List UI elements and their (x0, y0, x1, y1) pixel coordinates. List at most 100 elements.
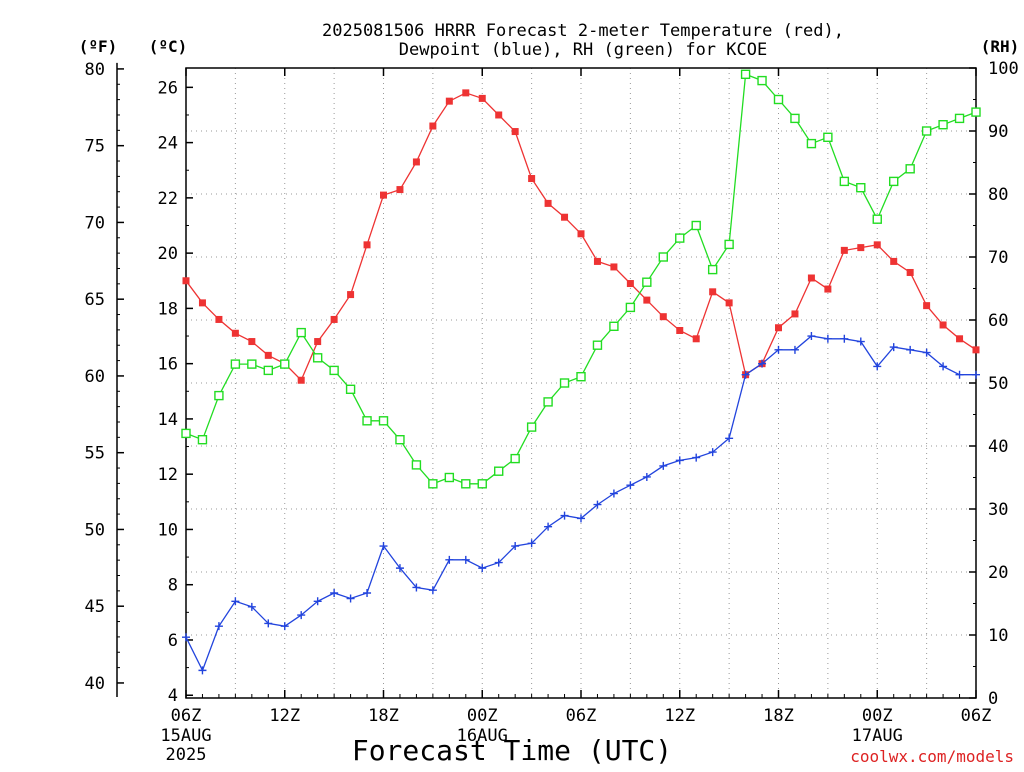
temperature-point (182, 277, 190, 285)
dewpoint-point (478, 564, 487, 573)
dewpoint-point (708, 448, 717, 457)
celsius-tick-label: 16 (158, 355, 178, 375)
relative-humidity-point (691, 220, 701, 231)
relative-humidity-point (592, 340, 603, 350)
temperature-point (462, 89, 470, 97)
temperature-point (890, 257, 898, 265)
dewpoint-point (741, 370, 750, 379)
x-tick-label: 06Z (961, 706, 992, 726)
rh-tick-label: 100 (988, 59, 1019, 79)
relative-humidity-point (576, 372, 586, 382)
dewpoint-point (922, 348, 931, 357)
relative-humidity-point (675, 233, 685, 243)
temperature-point (956, 335, 964, 343)
dewpoint-point (889, 343, 898, 352)
relative-humidity-point (954, 113, 965, 124)
dewpoint-point (198, 666, 207, 675)
dewpoint-point (807, 332, 816, 341)
relative-humidity-point (197, 435, 208, 445)
dewpoint-point (494, 558, 503, 567)
temperature-point (478, 94, 486, 102)
dewpoint-point (527, 539, 536, 548)
temperature-point (561, 213, 569, 221)
rh-tick-label: 70 (988, 248, 1008, 268)
rh-tick-label: 90 (988, 122, 1008, 142)
dewpoint-point (428, 586, 437, 595)
dewpoint-point (873, 362, 882, 371)
celsius-tick-label: 4 (168, 686, 178, 706)
rh-tick-label: 60 (988, 311, 1008, 331)
temperature-point (264, 351, 272, 359)
relative-humidity-point (345, 384, 356, 394)
temperature-point (363, 241, 371, 249)
relative-humidity-point (872, 214, 882, 224)
temperature-point (231, 329, 239, 337)
relative-humidity-point (740, 69, 751, 80)
celsius-tick-label: 14 (158, 410, 178, 430)
x-tick-label: 18Z (763, 706, 794, 726)
dewpoint-point (642, 472, 651, 481)
x-tick-year-label: 2025 (166, 745, 207, 765)
temperature-point (528, 175, 536, 183)
fahrenheit-tick-label: 80 (85, 60, 105, 80)
dewpoint-point (840, 334, 849, 343)
dewpoint-point (939, 362, 948, 371)
temperature-point (824, 285, 832, 293)
relative-humidity-point (263, 365, 273, 376)
relative-humidity-point (806, 138, 817, 149)
dewpoint-point (445, 555, 454, 564)
dewpoint-point (544, 522, 553, 531)
dewpoint-point (346, 594, 355, 603)
dewpoint-point (692, 453, 701, 462)
temperature-point (593, 257, 601, 265)
temperature-point (775, 324, 782, 332)
relative-humidity-point (642, 277, 652, 287)
credit-text: coolwx.com/models (850, 747, 1014, 766)
dewpoint-point (955, 370, 964, 379)
celsius-tick-label: 24 (158, 134, 178, 154)
x-tick-label: 06Z (171, 706, 202, 726)
relative-humidity-point (461, 479, 471, 489)
relative-humidity-point (938, 119, 948, 130)
relative-humidity-point (230, 359, 241, 369)
celsius-tick-label: 10 (158, 520, 178, 540)
fahrenheit-tick-label: 60 (85, 367, 105, 387)
temperature-point (330, 315, 338, 323)
dewpoint-point (395, 564, 404, 573)
dewpoint-point (313, 597, 322, 606)
relative-humidity-point (559, 378, 570, 388)
temperature-point (807, 274, 815, 282)
dewpoint-point (675, 456, 684, 465)
temperature-point (791, 310, 799, 318)
temperature-point (610, 263, 618, 271)
relative-humidity-point (477, 479, 487, 489)
dewpoint-point (790, 345, 799, 354)
relative-humidity-point (790, 113, 800, 124)
fahrenheit-tick-label: 75 (85, 137, 105, 157)
rh-tick-label: 10 (988, 626, 1008, 646)
dewpoint-point (972, 370, 980, 379)
rh-tick-label: 20 (988, 563, 1008, 583)
relative-humidity-point (971, 107, 981, 117)
dewpoint-point (297, 611, 306, 620)
dewpoint-point (182, 633, 190, 642)
series (181, 69, 981, 675)
temperature-point (923, 302, 931, 310)
temperature-point (659, 313, 667, 321)
celsius-tick-label: 12 (158, 465, 178, 485)
rh-tick-label: 80 (988, 185, 1008, 205)
dewpoint-point (264, 619, 273, 628)
x-tick-date-label: 15AUG (160, 726, 211, 746)
temperature-point (939, 321, 947, 329)
temperature-point (676, 327, 684, 334)
dewpoint-point (363, 589, 372, 597)
relative-humidity-point (856, 182, 866, 193)
rh-tick-label: 0 (988, 689, 998, 709)
relative-humidity-point (494, 466, 504, 476)
rh-tick-label: 40 (988, 437, 1008, 457)
fahrenheit-tick-label: 65 (85, 290, 105, 310)
fahrenheit-tick-label: 70 (85, 213, 105, 233)
x-tick-date-label: 16AUG (457, 726, 508, 746)
relative-humidity-point (823, 132, 833, 143)
